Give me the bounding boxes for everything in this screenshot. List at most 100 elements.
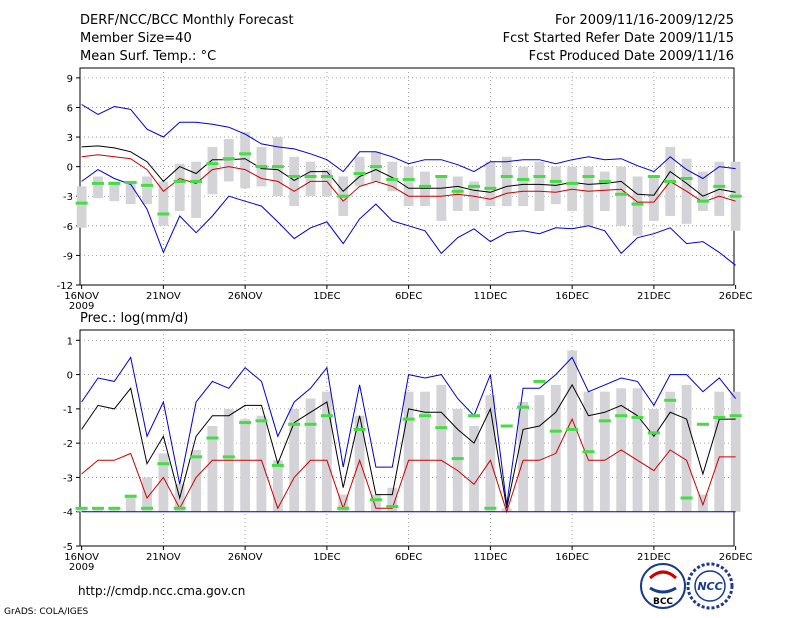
range-bar (321, 169, 332, 197)
range-bar (387, 161, 398, 192)
range-bar (289, 408, 300, 512)
observed-marker (402, 177, 415, 181)
range-bar (485, 161, 496, 207)
observed-marker (647, 175, 660, 178)
y-tick-label: -6 (63, 222, 73, 233)
x-tick-label: 11DEC (474, 552, 508, 563)
range-bar (125, 494, 136, 512)
ncc-logo-text: NCC (697, 580, 722, 593)
observed-marker (353, 172, 366, 176)
observed-marker (255, 419, 268, 423)
observed-marker (173, 179, 186, 183)
precipitation-panel: -5 -4 -3 -2 -1 0 1 16NOV 21NOV 26NOV 1DEC 6DEC 11DEC… (63, 329, 753, 573)
observed-marker (468, 184, 481, 188)
observed-marker (386, 505, 399, 509)
x-tick-label: 11DEC (474, 291, 508, 302)
observed-marker (337, 194, 350, 198)
x-tick-label: 1DEC (313, 291, 340, 302)
observed-marker (91, 506, 104, 510)
range-bar (452, 408, 463, 512)
range-bar (142, 176, 152, 205)
range-bar (698, 171, 708, 212)
observed-marker (320, 175, 333, 178)
range-bar (125, 181, 136, 205)
member-size-label: Member Size=40 (80, 31, 192, 46)
observed-marker (190, 455, 203, 459)
observed-marker (369, 498, 382, 502)
observed-marker (451, 189, 464, 193)
range-bar (632, 388, 643, 512)
range-bar (567, 350, 578, 512)
series-line-ensemble-max (81, 104, 736, 180)
observed-marker (304, 175, 317, 178)
range-bar (338, 494, 349, 512)
range-bar (321, 391, 332, 512)
observed-marker (533, 175, 546, 178)
range-bar (518, 402, 528, 512)
x-tick-label: 1DEC (313, 552, 340, 563)
observed-marker (631, 415, 644, 419)
observed-marker (615, 414, 628, 418)
observed-marker (108, 181, 121, 185)
x-tick-label: 16DEC (555, 552, 589, 563)
y-tick-label: -3 (63, 473, 73, 484)
source-url[interactable]: http://cmdp.ncc.cma.gov.cn (78, 584, 245, 598)
observed-marker (124, 180, 137, 184)
observed-marker (566, 427, 579, 431)
grads-credit: GrADS: COLA/IGES (4, 607, 88, 617)
range-bar (109, 508, 120, 512)
range-bar (714, 391, 725, 512)
observed-marker (418, 414, 431, 418)
observed-marker (288, 175, 301, 178)
range-bar (158, 453, 169, 512)
y-tick-label: -5 (63, 542, 73, 553)
observed-marker (337, 506, 350, 510)
range-bar (289, 156, 300, 207)
y-tick-label: 0 (67, 371, 73, 382)
observed-marker (582, 450, 595, 454)
x-tick-label: 21DEC (637, 291, 671, 302)
observed-marker (271, 165, 284, 169)
observed-marker (696, 199, 709, 203)
observed-marker (239, 421, 252, 425)
x-tick-label: 16DEC (555, 291, 589, 302)
y-tick-label: 0 (67, 163, 73, 174)
observed-marker (549, 429, 562, 433)
range-bar (632, 176, 643, 236)
range-bar (256, 415, 267, 512)
range-bar (207, 426, 218, 512)
observed-marker (484, 186, 497, 190)
observed-marker (157, 212, 170, 216)
observed-marker (729, 194, 742, 198)
range-bar (648, 408, 659, 512)
figure-title: DERF/NCC/BCC Monthly Forecast (80, 13, 294, 28)
range-bar (436, 176, 447, 221)
x-year-label: 2009 (69, 562, 94, 573)
range-bar (501, 156, 512, 207)
range-bar (534, 161, 545, 212)
range-bar (485, 395, 496, 512)
observed-marker (239, 152, 252, 156)
range-bar (599, 171, 610, 212)
series-line-ensemble-mean (81, 145, 736, 197)
series-line-lowest-member (81, 169, 736, 266)
temperature-panel: -12 -9 -6 -3 0 3 6 9 16NOV 21NOV 26NOV 1DEC 6DEC 11DE… (57, 67, 753, 312)
x-tick-label: 21NOV (146, 552, 181, 563)
range-bar (354, 415, 365, 512)
range-bar (420, 171, 430, 207)
observed-marker (582, 175, 595, 178)
y-tick-label: 9 (67, 74, 73, 85)
x-tick-label: 21NOV (146, 291, 181, 302)
range-bar (142, 477, 152, 512)
observed-marker (222, 157, 235, 161)
range-bar (469, 426, 479, 512)
precip-panel-title: Prec.: log(mm/d) (80, 311, 188, 326)
range-bar (550, 384, 561, 512)
y-tick-label: 6 (67, 103, 73, 114)
range-bar (93, 508, 103, 512)
y-tick-label: -1 (63, 405, 73, 416)
observed-marker (91, 181, 104, 185)
observed-marker (615, 192, 628, 196)
x-tick-label: 26NOV (228, 552, 263, 563)
observed-marker (222, 455, 235, 459)
